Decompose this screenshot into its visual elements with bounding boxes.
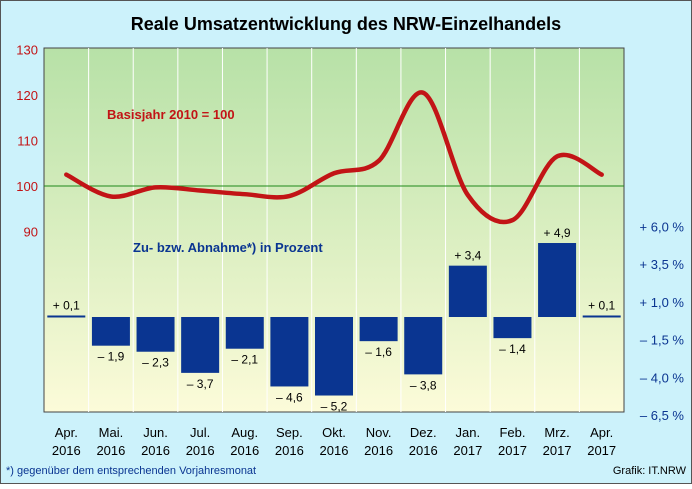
left-tick-label: 120 [16,88,38,103]
bar-data-label: – 1,4 [499,342,526,356]
index-line [64,90,604,225]
x-tick-month: Sep. [276,425,303,440]
grid-lines [88,48,580,412]
x-tick-year: 2016 [96,443,125,458]
bar [538,243,577,317]
bar-data-label: – 5,2 [321,400,348,414]
left-tick-label: 130 [16,43,38,58]
footnote: *) gegenüber dem entsprechenden Vorjahre… [6,465,256,477]
bar-data-label: – 3,8 [410,378,437,392]
x-tick-year: 2016 [364,443,393,458]
bar-series [47,243,621,396]
right-tick-label: + 1,0 % [640,295,685,310]
x-tick-month: Feb. [499,425,525,440]
x-tick-month: Okt. [322,425,346,440]
right-tick-label: – 1,5 % [640,333,685,348]
bar-data-label: – 2,1 [231,353,258,367]
x-tick-year: 2017 [543,443,572,458]
x-tick-month: Apr. [55,425,78,440]
x-tick-year: 2016 [275,443,304,458]
x-tick-year: 2017 [498,443,527,458]
x-tick-month: Aug. [231,425,258,440]
x-tick-year: 2017 [587,443,616,458]
x-tick-year: 2016 [186,443,215,458]
bar [359,317,398,342]
bar [181,317,220,373]
right-tick-label: + 6,0 % [640,219,685,234]
index-series-label: Basisjahr 2010 = 100 [107,107,235,122]
bar [315,317,353,396]
bar-data-label: + 4,9 [544,226,571,240]
change-series-label: Zu- bzw. Abnahme*) in Prozent [133,240,323,255]
x-tick-month: Jan. [456,425,481,440]
left-axis-ticks: 130 120 110 100 90 [16,43,38,240]
bar [493,317,532,339]
left-tick-label: 110 [17,134,38,149]
x-tick-month: Nov. [366,425,392,440]
right-tick-label: – 6,5 % [640,408,685,423]
bar-data-labels: + 0,1 – 1,9 – 2,3 – 3,7 – 2,1 – 4,6 – 5,2 – 1,6… [53,226,616,414]
x-tick-year: 2016 [52,443,81,458]
bar [225,317,264,349]
bar-data-label: – 4,6 [276,390,303,404]
x-tick-month: Mai. [99,425,124,440]
bar-data-label: – 2,3 [142,356,169,370]
x-tick-year: 2016 [141,443,170,458]
bar [270,317,309,387]
x-tick-month: Dez. [410,425,437,440]
x-tick-year: 2016 [230,443,259,458]
bar-data-label: + 3,4 [454,249,481,263]
source-credit: Grafik: IT.NRW [613,465,687,477]
bar [404,317,443,375]
x-tick-year: 2016 [320,443,349,458]
bar-data-label: – 3,7 [187,377,214,391]
right-tick-label: + 3,5 % [640,257,685,272]
x-tick-month: Jul. [190,425,210,440]
x-axis-ticks: Apr. 2016 Mai. 2016 Jun. 2016 Jul. 2016 Aug. 2016… [52,425,616,458]
bar [582,315,621,318]
bar-data-label: – 1,6 [365,345,392,359]
bar-data-label: + 0,1 [53,298,80,312]
bar-data-label: – 1,9 [98,350,125,364]
bar-data-label: + 0,1 [588,298,615,312]
x-tick-month: Apr. [590,425,613,440]
bar [448,265,487,317]
bar [136,317,175,352]
right-tick-label: – 4,0 % [640,370,685,385]
x-tick-year: 2016 [409,443,438,458]
bar [47,315,86,318]
left-tick-label: 90 [24,225,38,240]
left-tick-label: 100 [16,179,38,194]
right-axis-ticks: + 6,0 % + 3,5 % + 1,0 % – 1,5 % – 4,0 % – 6,5… [640,219,685,423]
bar [91,317,130,346]
x-tick-month: Jun. [143,425,168,440]
x-tick-month: Mrz. [544,425,569,440]
chart-title: Reale Umsatzentwicklung des NRW-Einzelha… [131,14,561,34]
x-tick-year: 2017 [453,443,482,458]
